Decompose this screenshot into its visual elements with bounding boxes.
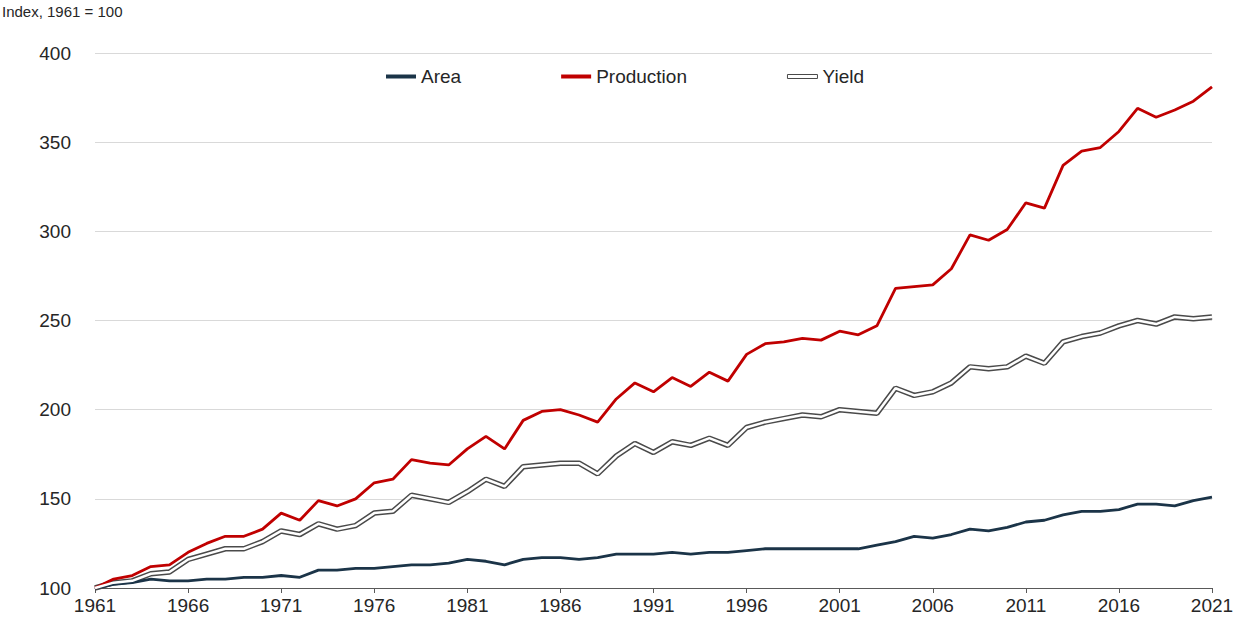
svg-text:2016: 2016 (1098, 595, 1140, 616)
svg-text:400: 400 (39, 43, 71, 64)
svg-text:1961: 1961 (74, 595, 116, 616)
svg-text:Index, 1961 = 100: Index, 1961 = 100 (2, 3, 123, 20)
svg-text:2011: 2011 (1005, 595, 1046, 616)
svg-text:100: 100 (39, 578, 71, 599)
svg-text:2006: 2006 (912, 595, 954, 616)
svg-text:Yield: Yield (822, 66, 864, 87)
svg-text:250: 250 (39, 310, 71, 331)
svg-text:350: 350 (39, 132, 71, 153)
svg-text:200: 200 (39, 399, 71, 420)
svg-text:1971: 1971 (260, 595, 302, 616)
svg-text:1976: 1976 (353, 595, 395, 616)
svg-text:150: 150 (39, 488, 71, 509)
svg-text:Production: Production (596, 66, 687, 87)
svg-text:Area: Area (421, 66, 462, 87)
svg-text:1996: 1996 (725, 595, 767, 616)
svg-text:2021: 2021 (1191, 595, 1233, 616)
svg-text:1986: 1986 (539, 595, 581, 616)
svg-text:2001: 2001 (819, 595, 861, 616)
svg-text:1991: 1991 (632, 595, 674, 616)
svg-text:1981: 1981 (446, 595, 488, 616)
svg-text:300: 300 (39, 221, 71, 242)
svg-text:1966: 1966 (167, 595, 209, 616)
